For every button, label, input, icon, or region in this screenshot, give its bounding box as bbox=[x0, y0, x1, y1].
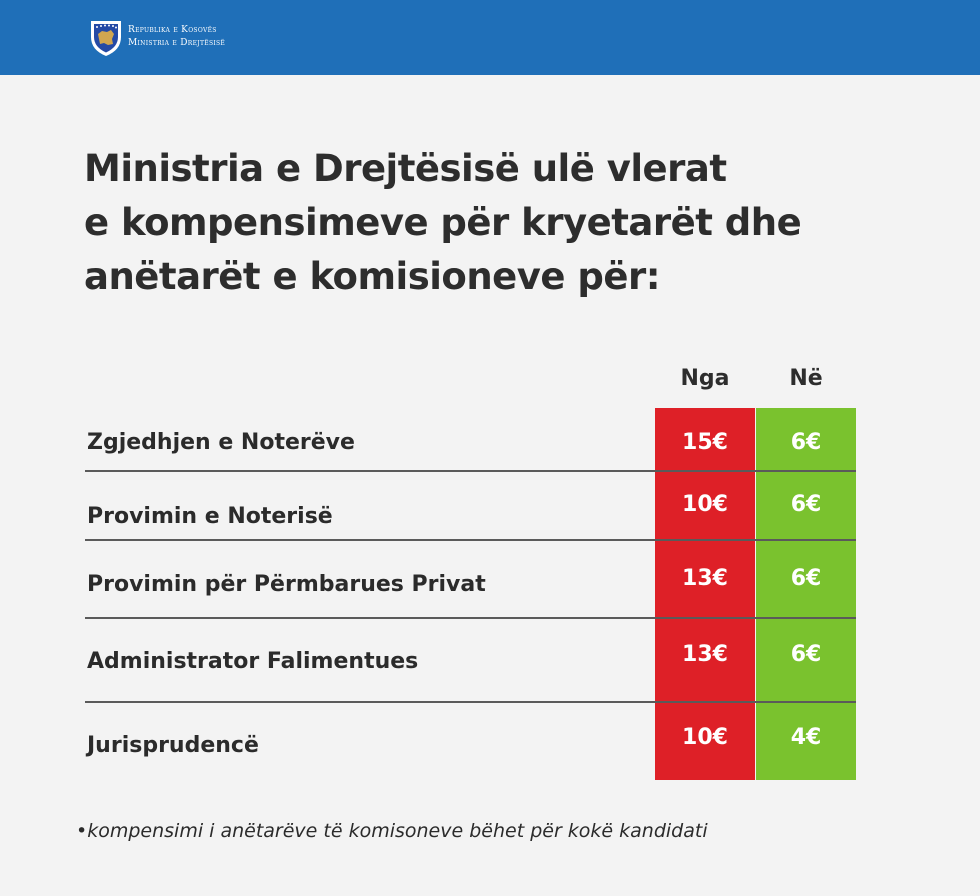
org-line-republic: Republika e Kosovës bbox=[128, 25, 217, 35]
row-divider bbox=[85, 470, 856, 472]
table-row: Administrator Falimentues 13€ 6€ bbox=[85, 619, 856, 695]
row-label: Jurisprudencë bbox=[87, 733, 259, 758]
table-row: Jurisprudencë 10€ 4€ bbox=[85, 703, 856, 779]
row-divider bbox=[85, 539, 856, 541]
table-row: Zgjedhjen e Noterëve 15€ 6€ bbox=[85, 408, 856, 484]
row-divider bbox=[85, 701, 856, 703]
row-label: Provimin për Përmbarues Privat bbox=[87, 572, 486, 597]
headline-line-2: e kompensimeve për kryetarët dhe bbox=[84, 201, 802, 244]
value-from: 13€ bbox=[682, 642, 728, 667]
value-to: 6€ bbox=[790, 492, 822, 517]
org-line-ministry: Ministria e Drejtësisë bbox=[128, 38, 226, 48]
row-label: Zgjedhjen e Noterëve bbox=[87, 430, 355, 455]
organization-name: Republika e Kosovës Ministria e Drejtësi… bbox=[128, 24, 225, 50]
row-label: Administrator Falimentues bbox=[87, 649, 419, 674]
table-row: Provimin e Noterisë 10€ 6€ bbox=[85, 472, 856, 548]
row-divider bbox=[85, 617, 856, 619]
header-bar: Republika e Kosovës Ministria e Drejtësi… bbox=[0, 0, 980, 75]
value-from: 15€ bbox=[682, 430, 728, 455]
value-to: 6€ bbox=[790, 642, 822, 667]
value-to: 6€ bbox=[790, 430, 822, 455]
value-from: 13€ bbox=[682, 566, 728, 591]
value-to: 6€ bbox=[790, 566, 822, 591]
column-header-from: Nga bbox=[680, 366, 730, 391]
headline-line-1: Ministria e Drejtësisë ulë vlerat bbox=[84, 147, 727, 190]
value-to: 4€ bbox=[790, 725, 822, 750]
table-row: Provimin për Përmbarues Privat 13€ 6€ bbox=[85, 541, 856, 617]
kosovo-emblem-icon bbox=[91, 21, 121, 56]
headline-line-3: anëtarët e komisioneve për: bbox=[84, 255, 661, 298]
column-header-to: Në bbox=[789, 366, 823, 391]
footnote: •kompensimi i anëtarëve të komisoneve bë… bbox=[76, 820, 708, 842]
value-from: 10€ bbox=[682, 492, 728, 517]
value-from: 10€ bbox=[682, 725, 728, 750]
headline: Ministria e Drejtësisë ulë vlerat e komp… bbox=[84, 142, 904, 304]
row-label: Provimin e Noterisë bbox=[87, 504, 333, 529]
